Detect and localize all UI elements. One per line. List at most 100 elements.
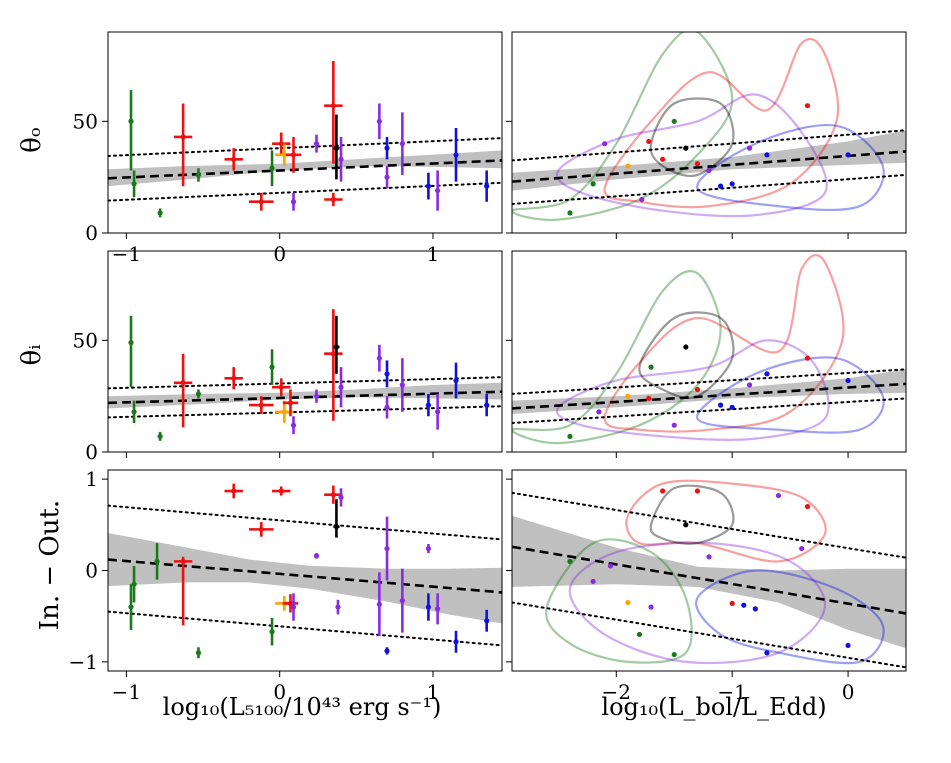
plot-area — [512, 32, 906, 221]
data-point — [596, 409, 602, 415]
posterior-contour-red — [603, 38, 840, 209]
data-point — [269, 629, 275, 635]
data-point — [290, 152, 297, 158]
data-point — [775, 492, 782, 499]
confidence-band — [512, 130, 906, 191]
data-point — [338, 156, 344, 162]
scatter-line-hi — [108, 376, 502, 390]
data-point — [694, 161, 701, 167]
data-point — [333, 524, 340, 530]
data-point — [706, 167, 712, 174]
data-point — [764, 650, 770, 656]
data-point — [607, 563, 614, 569]
plot-area — [108, 61, 502, 218]
data-point — [590, 578, 596, 585]
data-point — [287, 400, 294, 406]
data-point — [333, 344, 340, 350]
data-point — [799, 545, 805, 552]
x-tick-label: −2 — [602, 680, 631, 704]
data-point — [281, 152, 287, 158]
x-tick-label: 1 — [427, 242, 440, 266]
axes-frame — [511, 31, 907, 234]
data-point — [648, 604, 654, 610]
data-point — [694, 386, 701, 393]
data-point — [625, 163, 631, 169]
data-point — [330, 351, 336, 357]
data-point — [706, 554, 712, 560]
data-point — [157, 433, 163, 439]
data-point — [258, 526, 264, 532]
row-label-theta-o: θₒ — [17, 127, 47, 153]
scatter-line-lo — [108, 405, 502, 419]
data-point — [376, 118, 382, 124]
data-point — [484, 402, 490, 408]
plot-middle-right — [506, 250, 907, 458]
posterior-contour-green — [545, 538, 693, 664]
posterior-contour-blue — [696, 356, 885, 434]
data-point — [453, 377, 459, 384]
data-point — [338, 384, 344, 390]
data-point — [752, 606, 758, 612]
x-tick-label: 0 — [842, 680, 855, 704]
data-point — [671, 422, 677, 428]
panel-bottom-left: −1 0 1 −1 0 1 — [69, 467, 503, 704]
data-point — [335, 604, 341, 610]
data-point — [717, 183, 724, 189]
data-point — [804, 503, 811, 510]
x-tick-label: 0 — [273, 242, 286, 266]
data-point — [567, 433, 573, 439]
data-point — [154, 558, 160, 564]
data-point — [231, 156, 237, 162]
data-point — [195, 391, 202, 397]
data-point — [845, 152, 851, 158]
data-point — [384, 174, 390, 180]
data-point — [128, 339, 134, 346]
data-point — [683, 522, 689, 528]
y-tick-label: 50 — [73, 328, 98, 352]
panel-middle-right — [506, 250, 907, 458]
data-point — [195, 172, 202, 178]
posterior-contour-green — [512, 269, 722, 445]
data-point — [646, 395, 652, 401]
data-point — [648, 364, 654, 370]
fit-line — [512, 150, 906, 183]
data-point — [376, 355, 382, 361]
data-point — [258, 402, 264, 408]
data-point — [764, 152, 770, 158]
row-label-theta-i: θᵢ — [17, 345, 47, 366]
data-point — [338, 494, 344, 501]
plot-top-left: −1 0 1 0 50 — [73, 31, 503, 266]
data-point — [290, 199, 297, 205]
data-point — [729, 600, 735, 606]
confidence-band — [108, 533, 502, 624]
data-point — [384, 545, 390, 552]
data-point — [694, 488, 701, 494]
data-point — [567, 210, 573, 216]
x-axis-label-right: log₁₀(L_bol/L_Edd) — [601, 693, 826, 721]
data-point — [671, 118, 677, 124]
y-tick-label: 0 — [85, 559, 98, 583]
data-point — [683, 344, 689, 350]
data-point — [729, 404, 735, 410]
data-point — [330, 103, 336, 109]
data-point — [804, 355, 811, 361]
posterior-contour-purple — [555, 339, 830, 441]
data-point — [660, 488, 666, 494]
data-point — [590, 181, 596, 187]
x-tick-label: −1 — [112, 680, 141, 704]
panel-bottom-right: −2 −1 0 — [506, 469, 907, 704]
data-point — [746, 145, 753, 151]
plot-top-right — [506, 31, 907, 239]
data-point — [646, 138, 652, 145]
data-point — [639, 196, 645, 203]
data-point — [313, 141, 320, 147]
data-point — [453, 639, 459, 645]
posterior-contour-blue — [696, 124, 885, 212]
posterior-contour-black — [649, 484, 735, 545]
posterior-contour-green — [512, 32, 734, 221]
data-point — [131, 581, 137, 587]
plot-area — [512, 254, 906, 445]
data-point — [290, 422, 297, 428]
row-label-in-minus-out: In. − Out. — [35, 500, 65, 630]
